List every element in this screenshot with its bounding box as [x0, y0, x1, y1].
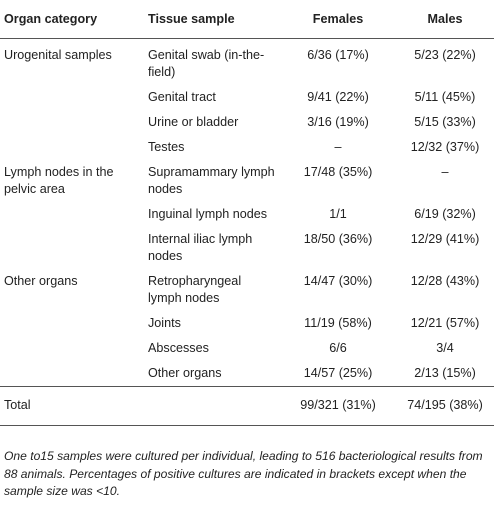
males-cell: – — [441, 165, 449, 179]
table-row: Urogenital samples Genital swab (in-the-… — [0, 39, 494, 86]
females-cell: 1/1 — [329, 207, 347, 221]
table-row: Other organs Retropharyngeal lymph nodes… — [0, 269, 494, 311]
tissue-sample-cell: Supramammary lymph nodes — [148, 165, 275, 196]
females-cell: 18/50 (36%) — [303, 232, 373, 246]
total-tissue-cell — [136, 386, 280, 426]
females-cell: 14/47 (30%) — [303, 274, 373, 288]
males-cell: 12/29 (41%) — [410, 232, 480, 246]
males-cell: 5/23 (22%) — [414, 48, 476, 62]
tissue-sample-cell: Genital tract — [148, 90, 216, 104]
males-cell: 12/28 (43%) — [410, 274, 480, 288]
females-cell: 14/57 (25%) — [303, 366, 373, 380]
tissue-sample-cell: Urine or bladder — [148, 115, 239, 129]
total-label: Total — [0, 386, 136, 426]
organ-category-cell: Other organs — [4, 274, 78, 288]
males-cell: 6/19 (32%) — [414, 207, 476, 221]
organ-category-cell — [0, 361, 136, 387]
header-males: Males — [396, 4, 494, 39]
data-table: Organ category Tissue sample Females Mal… — [0, 4, 494, 426]
tissue-sample-cell: Testes — [148, 140, 185, 154]
table-row: Testes – 12/32 (37%) — [0, 135, 494, 160]
tissue-sample-cell: Other organs — [148, 366, 222, 380]
organ-category-cell — [0, 311, 136, 336]
table-row: Lymph nodes in the pelvic area Supramamm… — [0, 160, 494, 202]
table-row: Abscesses 6/6 3/4 — [0, 336, 494, 361]
organ-category-cell: Urogenital samples — [4, 48, 112, 62]
table-row: Joints 11/19 (58%) 12/21 (57%) — [0, 311, 494, 336]
males-cell: 5/15 (33%) — [414, 115, 476, 129]
females-cell: 17/48 (35%) — [303, 165, 373, 179]
header-row: Organ category Tissue sample Females Mal… — [0, 4, 494, 39]
females-cell: 9/41 (22%) — [307, 90, 369, 104]
females-cell: 11/19 (58%) — [304, 316, 372, 330]
header-organ-category: Organ category — [0, 4, 136, 39]
males-cell: 12/21 (57%) — [410, 316, 480, 330]
males-cell: 12/32 (37%) — [410, 140, 480, 154]
females-cell: 6/36 (17%) — [307, 48, 369, 62]
table-row: Inguinal lymph nodes 1/1 6/19 (32%) — [0, 202, 494, 227]
tissue-sample-cell: Joints — [148, 316, 181, 330]
organ-category-cell: Lymph nodes in the pelvic area — [4, 165, 114, 196]
table-row: Genital tract 9/41 (22%) 5/11 (45%) — [0, 85, 494, 110]
females-cell: 6/6 — [329, 341, 347, 355]
total-males: 74/195 (38%) — [396, 386, 494, 426]
header-tissue-sample: Tissue sample — [136, 4, 280, 39]
table-row: Other organs 14/57 (25%) 2/13 (15%) — [0, 361, 494, 387]
table-row: Urine or bladder 3/16 (19%) 5/15 (33%) — [0, 110, 494, 135]
organ-category-cell — [0, 227, 136, 269]
table-row: Internal iliac lymph nodes 18/50 (36%) 1… — [0, 227, 494, 269]
tissue-sample-cell: Genital swab (in-the-field) — [148, 48, 265, 79]
organ-category-cell — [0, 202, 136, 227]
table-footnote: One to15 samples were cultured per indiv… — [4, 449, 483, 498]
organ-category-cell — [0, 336, 136, 361]
tissue-sample-cell: Abscesses — [148, 341, 209, 355]
tissue-sample-cell: Inguinal lymph nodes — [148, 207, 268, 221]
total-row: Total 99/321 (31%) 74/195 (38%) — [0, 386, 494, 426]
header-females: Females — [280, 4, 396, 39]
tissue-sample-cell: Internal iliac lymph nodes — [148, 232, 253, 263]
total-females: 99/321 (31%) — [280, 386, 396, 426]
males-cell: 3/4 — [436, 341, 454, 355]
organ-category-cell — [0, 135, 136, 160]
organ-category-cell — [0, 110, 136, 135]
females-cell: 3/16 (19%) — [307, 115, 369, 129]
males-cell: 2/13 (15%) — [414, 366, 476, 380]
organ-category-cell — [0, 85, 136, 110]
females-cell: – — [334, 140, 342, 154]
tissue-sample-cell: Retropharyngeal lymph nodes — [148, 274, 242, 305]
males-cell: 5/11 (45%) — [414, 90, 476, 104]
